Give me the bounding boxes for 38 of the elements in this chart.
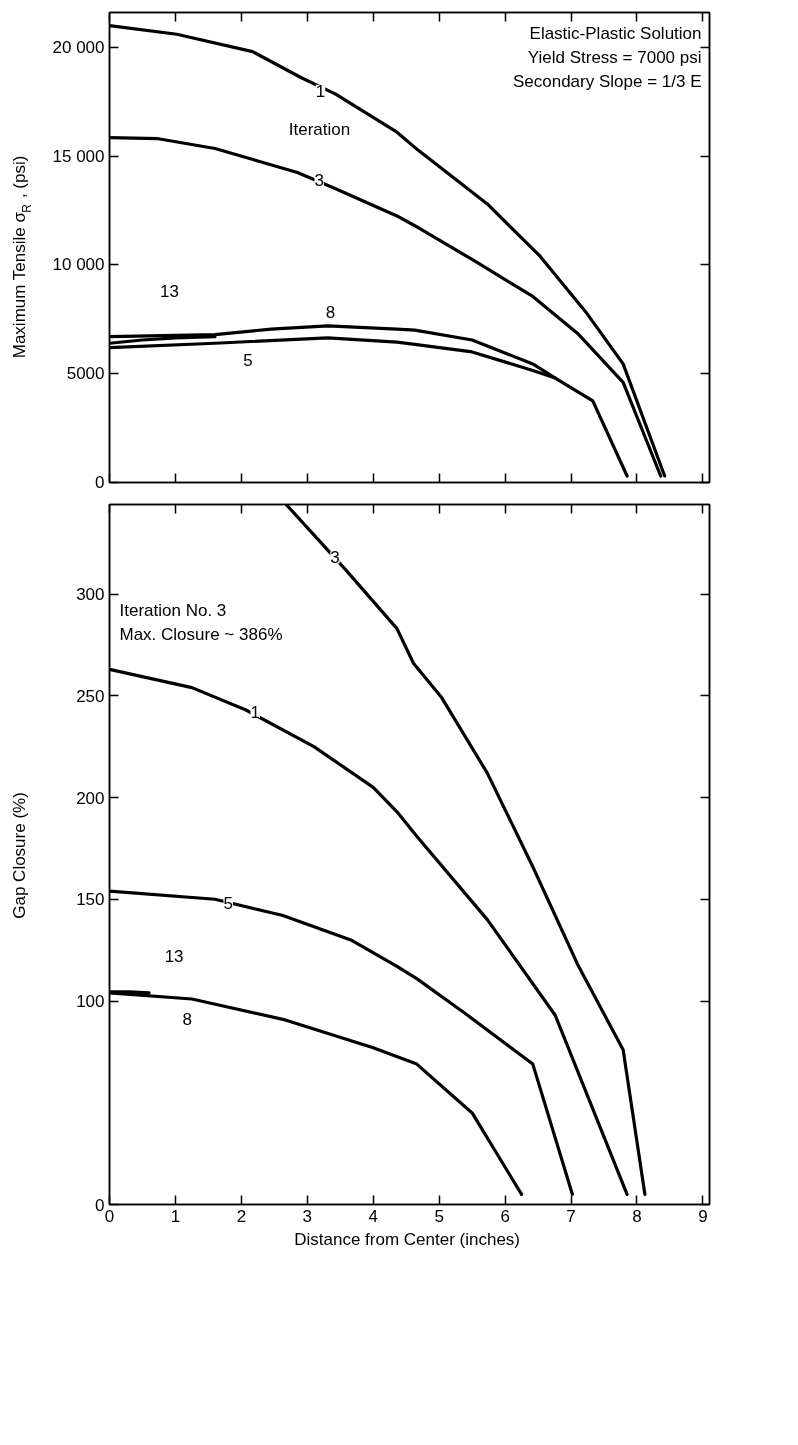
y-tick-label: 100 [76,992,105,1012]
annotation: 1 [315,81,326,101]
annotation: 5 [243,350,253,370]
y-tick-label: 15 000 [52,146,105,166]
x-tick-label: 7 [566,1206,576,1226]
y-tick-label: 200 [76,788,105,808]
x-tick-label: 8 [632,1206,642,1226]
annotation: 8 [325,302,336,322]
y-tick-label: 20 000 [52,37,105,57]
y-tick-label: 5000 [66,364,105,384]
x-tick-label: 2 [236,1206,247,1226]
annotation: Elastic-Plastic Solution [529,23,702,43]
y-tick-label: 300 [76,585,105,605]
annotation: 3 [330,548,340,568]
annotation: Iteration [288,120,351,140]
annotation: Yield Stress = 7000 psi [527,47,702,67]
y-axis-title: Gap Closure (%) [10,792,30,919]
annotation: 13 [160,282,179,302]
x-tick-label: 6 [500,1206,510,1226]
annotation: 13 [164,947,184,967]
annotation: Max. Closure ~ 386% [119,624,283,644]
y-axis-title: Maximum Tensile σR , (psi) [10,155,35,359]
annotation: 3 [314,171,324,191]
x-tick-label: 1 [170,1206,181,1226]
x-tick-label: 3 [302,1206,313,1226]
y-tick-label: 0 [95,473,105,492]
annotation: Iteration No. 3 [119,600,227,620]
annotation: Secondary Slope = 1/3 E [512,71,702,91]
y-tick-label: 150 [76,890,105,910]
annotation: 5 [223,894,233,914]
y-tick-label: 10 000 [52,255,105,275]
annotation: 1 [250,703,260,723]
y-tick-label: 250 [76,686,105,706]
annotation: 8 [182,1010,193,1030]
x-tick-label: 4 [368,1206,378,1226]
x-axis-title: Distance from Center (inches) [294,1229,521,1249]
x-tick-label: 9 [698,1206,708,1226]
x-tick-label: 5 [434,1206,444,1226]
